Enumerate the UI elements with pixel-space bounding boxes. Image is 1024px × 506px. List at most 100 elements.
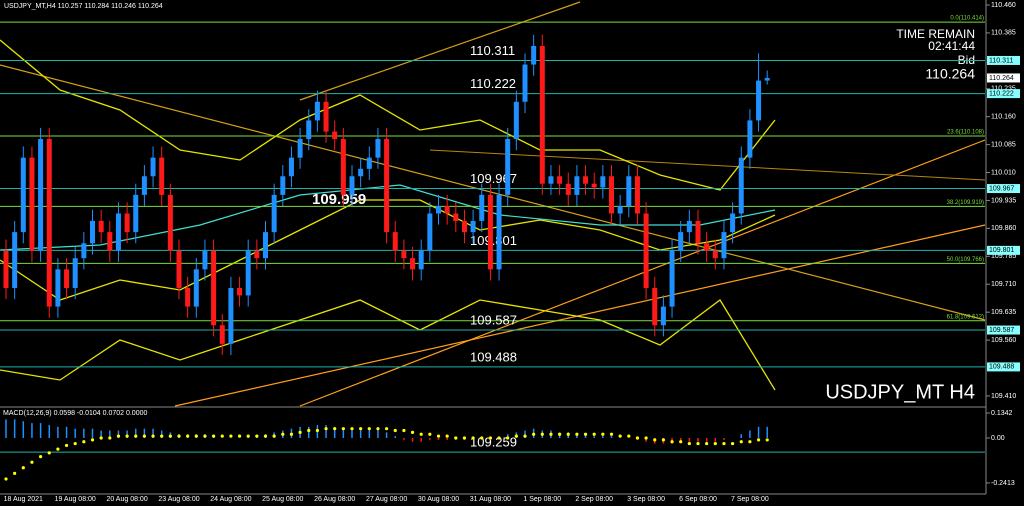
x-tick-label: 25 Aug 08:00 bbox=[262, 496, 303, 503]
signal-dot bbox=[601, 432, 605, 436]
candle-body bbox=[505, 139, 511, 195]
x-tick-label: 2 Sep 08:00 bbox=[575, 496, 613, 503]
x-tick-label: 19 Aug 08:00 bbox=[55, 496, 96, 503]
candle-body bbox=[245, 250, 251, 296]
signal-dot bbox=[696, 441, 700, 446]
signal-dot bbox=[298, 430, 302, 434]
signal-dot bbox=[220, 434, 224, 438]
level-label: 109.488 bbox=[470, 349, 517, 364]
signal-dot bbox=[307, 428, 311, 433]
candle-body bbox=[756, 80, 762, 121]
signal-dot bbox=[687, 441, 691, 446]
level-box bbox=[987, 245, 1020, 255]
candle-body bbox=[461, 220, 467, 233]
candle-body bbox=[470, 220, 476, 233]
indicator-band bbox=[0, 199, 776, 301]
x-tick-label: 3 Sep 08:00 bbox=[627, 496, 665, 503]
signal-dot bbox=[549, 432, 553, 436]
signal-dot bbox=[739, 440, 743, 444]
signal-dot bbox=[627, 434, 631, 438]
candle-body bbox=[314, 101, 320, 121]
candle-body bbox=[574, 176, 580, 195]
candle-body bbox=[90, 220, 95, 244]
candle-body bbox=[686, 220, 692, 233]
header: USDJPY_MT,H4 110.257 110.284 110.246 110… bbox=[4, 3, 163, 10]
signal-dot bbox=[670, 440, 674, 444]
x-tick-label: 7 Sep 08:00 bbox=[731, 496, 769, 503]
candle-body bbox=[176, 250, 182, 288]
candle-body bbox=[626, 176, 632, 207]
signal-dot bbox=[39, 455, 43, 459]
candle-body bbox=[600, 176, 606, 188]
countdown: 02:41:44 bbox=[928, 39, 975, 53]
x-tick-label: 24 Aug 08:00 bbox=[210, 496, 251, 503]
signal-dot bbox=[592, 432, 596, 436]
fib-label: 38.2(109.919) bbox=[947, 200, 984, 206]
level-box bbox=[987, 184, 1020, 194]
candle-body bbox=[280, 176, 286, 195]
candle-body bbox=[12, 232, 18, 288]
fib-label: 23.6(110.108) bbox=[947, 130, 984, 136]
signal-dot bbox=[419, 432, 423, 436]
level-label: 110.311 bbox=[470, 43, 515, 58]
trend-line bbox=[299, 1, 581, 101]
signal-dot bbox=[454, 436, 458, 440]
candle-body bbox=[159, 157, 165, 195]
level-box bbox=[987, 362, 1020, 372]
signal-dot bbox=[168, 434, 172, 438]
candle-body bbox=[695, 220, 701, 244]
candle-body bbox=[609, 176, 614, 214]
signal-dot bbox=[116, 434, 121, 438]
candle-body bbox=[185, 287, 191, 307]
y-tick-label: 109.560 bbox=[991, 337, 1016, 344]
signal-dot bbox=[428, 432, 432, 436]
y-tick-label: -0.2413 bbox=[991, 480, 1015, 487]
level-box-label: 109.967 bbox=[989, 185, 1014, 192]
time-remain-label: TIME REMAIN bbox=[896, 27, 975, 41]
candle-body bbox=[444, 206, 450, 214]
trend-line bbox=[174, 224, 986, 407]
y-tick-label: 109.410 bbox=[991, 393, 1016, 400]
signal-dot bbox=[635, 436, 640, 440]
signal-dot bbox=[575, 432, 579, 436]
candle-body bbox=[254, 250, 260, 259]
signal-dot bbox=[186, 434, 190, 438]
signal-dot bbox=[30, 460, 34, 464]
signal-dot bbox=[82, 440, 86, 444]
candle-body bbox=[453, 213, 459, 221]
signal-dot bbox=[488, 436, 492, 440]
candle-body bbox=[271, 194, 277, 233]
signal-dot bbox=[609, 432, 614, 436]
candle-body bbox=[358, 168, 364, 177]
signal-dot bbox=[402, 428, 406, 433]
signal-dot bbox=[203, 434, 207, 438]
candle-body bbox=[496, 194, 502, 270]
x-tick-label: 18 Aug 2021 bbox=[4, 496, 43, 503]
y-tick-label: 109.935 bbox=[991, 197, 1016, 204]
signal-dot bbox=[324, 427, 328, 431]
level-box-label: 110.311 bbox=[989, 57, 1013, 64]
signal-dot bbox=[558, 432, 562, 436]
candle-body bbox=[427, 213, 433, 251]
fib-label: 61.8(109.612) bbox=[947, 314, 984, 320]
candle-body bbox=[747, 120, 753, 158]
candle-body bbox=[332, 131, 338, 140]
trend-lines bbox=[0, 1, 986, 407]
y-tick-label: 109.785 bbox=[991, 253, 1016, 260]
candle-body bbox=[133, 194, 139, 233]
symbol-label: USDJPY_MT H4 bbox=[825, 381, 975, 403]
candle-body bbox=[20, 157, 26, 233]
candle-body bbox=[115, 213, 121, 251]
candle-body bbox=[349, 176, 355, 195]
x-tick-label: 1 Sep 08:00 bbox=[523, 496, 561, 503]
candle-body bbox=[98, 220, 104, 233]
candle-body bbox=[193, 269, 199, 307]
signal-dot bbox=[194, 434, 198, 438]
y-tick-label: 110.160 bbox=[991, 114, 1016, 121]
candle-body bbox=[712, 250, 718, 259]
signal-dot bbox=[523, 434, 527, 438]
candle-body bbox=[219, 325, 225, 344]
x-tick-label: 31 Aug 08:00 bbox=[470, 496, 511, 503]
